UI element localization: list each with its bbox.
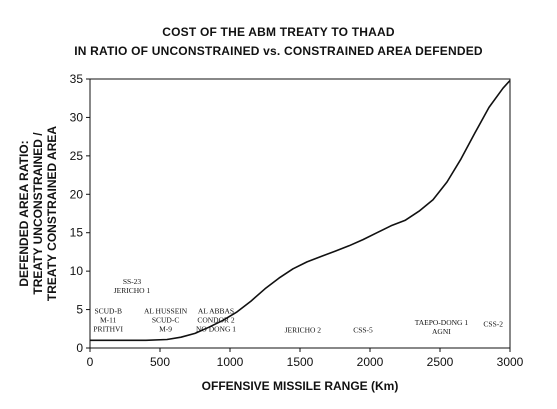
x-axis-label: OFFENSIVE MISSILE RANGE (Km): [202, 379, 399, 393]
missile-label: M-9: [159, 324, 172, 333]
missile-label: CSS-5: [353, 326, 373, 335]
y-tick-label: 5: [76, 303, 83, 317]
x-tick-label: 0: [87, 355, 94, 369]
missile-label: CSS-2: [483, 319, 503, 328]
y-tick-label: 15: [70, 226, 84, 240]
missile-label: PRITHVI: [93, 324, 123, 333]
series-line: [90, 79, 511, 342]
missile-label: SS-23: [123, 277, 142, 286]
x-tick-label: 1500: [287, 355, 314, 369]
missile-label: AL ABBAS: [198, 306, 234, 315]
missile-label: TAEPO-DONG 1: [415, 318, 469, 327]
missile-label: JERICHO 2: [285, 326, 322, 335]
y-axis-label-line: TREATY CONSTRAINED AREA: [45, 126, 59, 301]
missile-label: AL HUSSEIN: [144, 306, 188, 315]
y-tick-label: 35: [70, 72, 84, 86]
x-tick-label: 2000: [357, 355, 384, 369]
y-tick-label: 20: [70, 187, 84, 201]
x-tick-label: 500: [150, 355, 170, 369]
x-tick-label: 1000: [217, 355, 244, 369]
x-tick-label: 2500: [427, 355, 454, 369]
chart-title: COST OF THE ABM TREATY TO THAAD: [162, 25, 395, 39]
missile-label: SCUD-B: [94, 306, 122, 315]
y-axis-label-line: DEFENDED AREA RATIO:: [17, 140, 31, 286]
y-tick-label: 25: [70, 149, 84, 163]
missile-label: SCUD-C: [152, 315, 180, 324]
missile-label: CONDOR 2: [197, 315, 235, 324]
y-tick-label: 0: [76, 341, 83, 355]
y-tick-label: 30: [70, 110, 84, 124]
missile-label: M-11: [100, 315, 117, 324]
chart-subtitle: IN RATIO OF UNCONSTRAINED vs. CONSTRAINE…: [74, 44, 483, 58]
y-tick-label: 10: [70, 264, 84, 278]
missile-label: NO DONG 1: [196, 324, 236, 333]
missile-label: AGNI: [432, 327, 451, 336]
missile-label: JERICHO 1: [114, 286, 151, 295]
y-axis-label-line: TREATY UNCONSTRAINED /: [31, 132, 45, 295]
x-tick-label: 3000: [497, 355, 524, 369]
